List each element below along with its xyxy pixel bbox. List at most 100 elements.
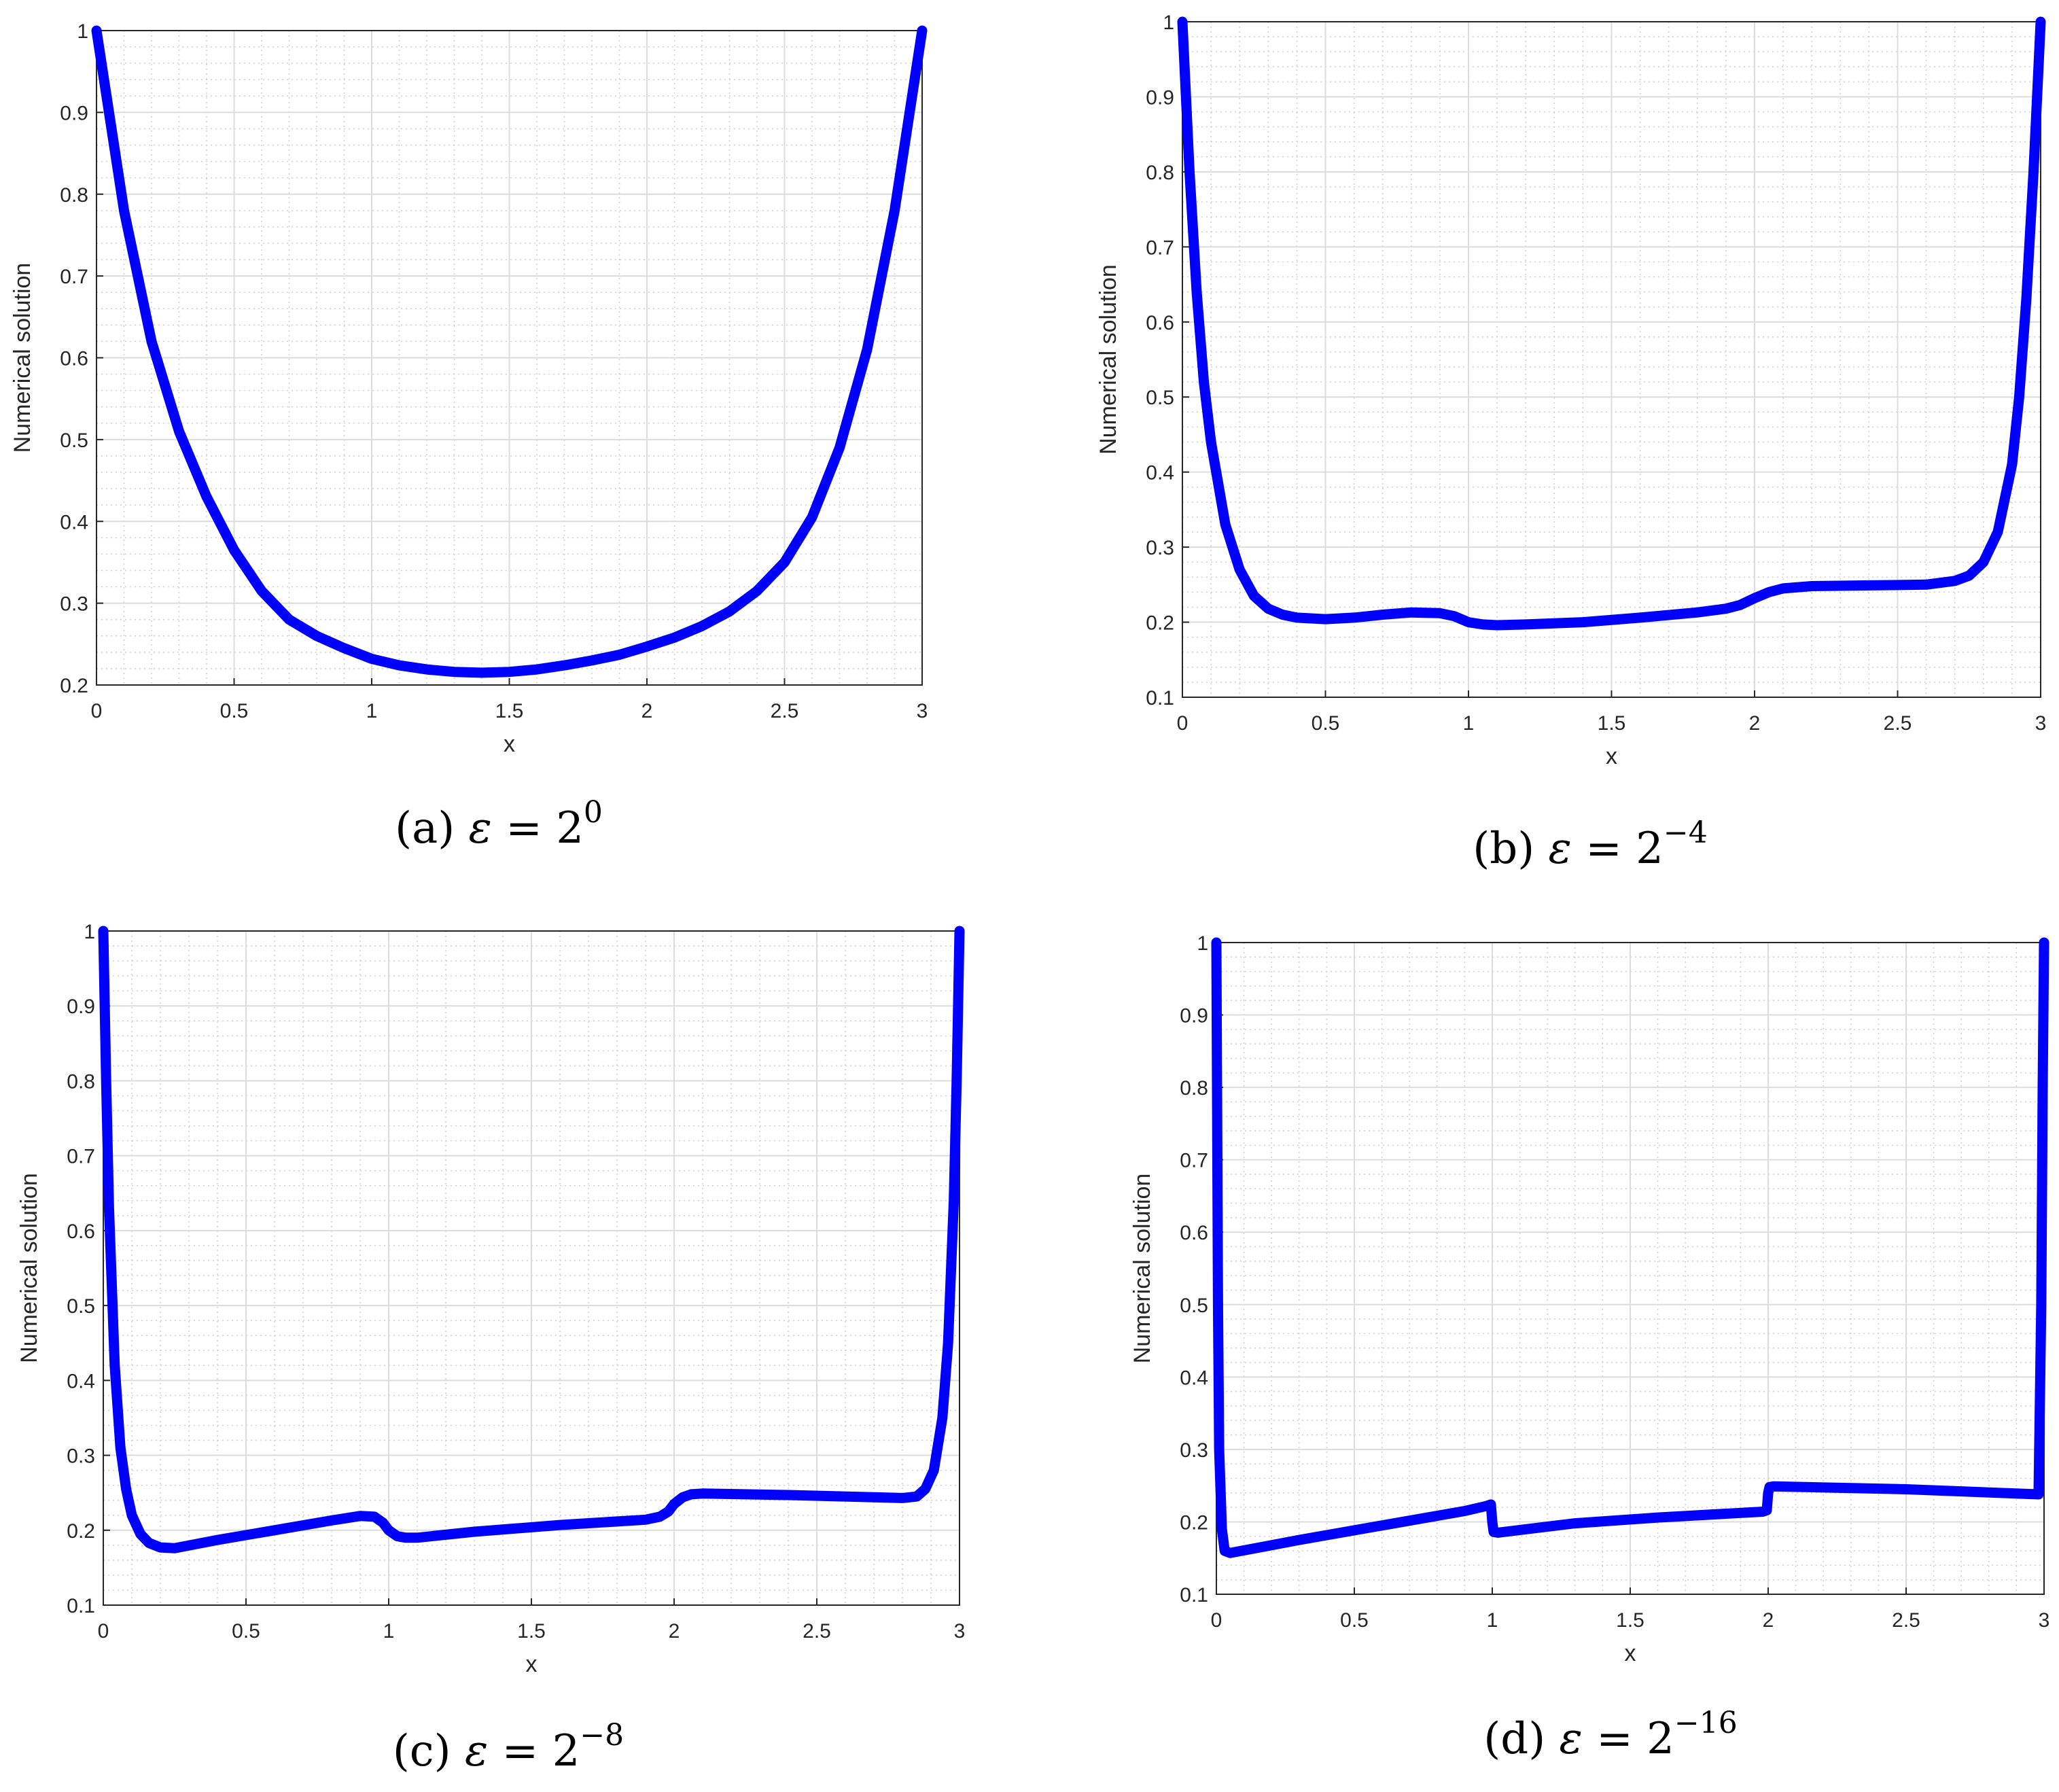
- caption-part: (c): [393, 1726, 465, 1776]
- y-tick-label: 0.5: [1180, 1295, 1208, 1317]
- major-grid: [1216, 942, 2045, 1595]
- chart-panel-d: 0 0.5 1 1.5 2 2.5 3 0.1 0.2 0.3 0.4 0.5 0.6 0.7 0.8 0.9…: [1129, 932, 2049, 1764]
- caption-part: (b): [1473, 824, 1548, 874]
- caption-part: 2: [552, 1726, 580, 1776]
- y-tick-label: 0.2: [1180, 1511, 1208, 1534]
- y-axis-label: Numerical solution: [1129, 1174, 1155, 1364]
- caption-part: =: [1572, 824, 1636, 874]
- y-tick-label: 0.6: [1180, 1222, 1208, 1244]
- caption-exponent: 0: [584, 795, 603, 830]
- x-tick-label: 1.5: [1598, 712, 1626, 735]
- caption-exponent: −4: [1664, 815, 1708, 850]
- caption-part: 2: [556, 803, 584, 854]
- y-tick-label: 0.8: [1180, 1077, 1208, 1100]
- major-grid: [96, 30, 923, 686]
- y-tick-label: 0.4: [67, 1370, 95, 1392]
- caption-d: (d) ε = 2−16: [1483, 1706, 1737, 1764]
- x-axis-label: x: [526, 1651, 538, 1677]
- x-tick-label: 0.5: [220, 700, 249, 722]
- y-tick-label: 0.7: [67, 1146, 95, 1168]
- y-tick-label: 0.5: [60, 429, 88, 452]
- caption-part: ε: [1549, 824, 1572, 874]
- y-tick-label: 0.6: [67, 1220, 95, 1243]
- x-tick-label: 1.5: [517, 1620, 546, 1642]
- series-line-d: [1211, 937, 2049, 1558]
- chart-panel-c: 0 0.5 1 1.5 2 2.5 3 0.1 0.2 0.3 0.4 0.5 0.6 0.7 0.8 0.9…: [16, 921, 965, 1776]
- caption-part: ε: [1560, 1714, 1583, 1764]
- caption-a: (a) ε = 20: [395, 795, 603, 854]
- x-tick-label: 0: [1177, 712, 1189, 735]
- caption-b: (b) ε = 2−4: [1473, 815, 1708, 874]
- x-tick-label: 1.5: [495, 700, 524, 722]
- x-tick-label: 0.5: [1312, 712, 1340, 735]
- y-tick-label: 0.1: [1146, 687, 1174, 709]
- x-tick-label: 2.5: [803, 1620, 831, 1642]
- chart-panel-a: 0 0.5 1 1.5 2 2.5 3 0.2 0.3 0.4 0.5 0.6 0.7 0.8 0.9 1 x N…: [10, 20, 928, 854]
- major-grid: [103, 930, 960, 1606]
- y-tick-label: 0.3: [1146, 537, 1174, 559]
- caption-part: ε: [469, 803, 492, 854]
- x-tick-label: 2: [1749, 712, 1761, 735]
- x-tick-label: 2: [641, 700, 653, 722]
- chart-panel-b: 0 0.5 1 1.5 2 2.5 3 0.1 0.2 0.3 0.4 0.5 0.6 0.7 0.8 0.9…: [1095, 12, 2046, 874]
- x-tick-label: 3: [954, 1620, 966, 1642]
- y-tick-label: 0.3: [60, 593, 88, 616]
- y-axis-label: Numerical solution: [1095, 264, 1121, 455]
- y-tick-label: 0.8: [1146, 162, 1174, 184]
- x-tick-label: 0: [98, 1620, 109, 1642]
- y-axis-label: Numerical solution: [16, 1173, 42, 1363]
- y-axis-label: Numerical solution: [10, 263, 35, 453]
- y-tick-label: 0.7: [1180, 1150, 1208, 1172]
- x-tick-label: 1: [366, 700, 378, 722]
- caption-part: =: [1583, 1714, 1647, 1764]
- caption-part: ε: [465, 1726, 488, 1776]
- x-axis-label: x: [1606, 743, 1617, 769]
- caption-c: (c) ε = 2−8: [393, 1718, 624, 1776]
- x-axis-label: x: [504, 731, 515, 757]
- x-tick-label: 2: [1763, 1609, 1774, 1632]
- y-tick-label: 0.1: [1180, 1584, 1208, 1606]
- y-tick-label: 1: [1163, 12, 1174, 34]
- y-tick-label: 0.9: [67, 996, 95, 1018]
- series-line-b: [1177, 16, 2046, 631]
- x-tick-label: 2.5: [771, 700, 799, 722]
- y-tick-label: 1: [77, 20, 88, 43]
- y-tick-label: 0.7: [1146, 236, 1174, 259]
- x-tick-label: 0.5: [232, 1620, 260, 1642]
- caption-part: =: [488, 1726, 552, 1776]
- x-tick-label: 3: [917, 700, 928, 722]
- caption-part: =: [492, 803, 556, 854]
- y-tick-label: 0.9: [1180, 1005, 1208, 1027]
- x-tick-label: 1: [383, 1620, 395, 1642]
- y-tick-label: 0.2: [60, 675, 88, 697]
- y-tick-label: 0.9: [1146, 86, 1174, 109]
- x-tick-label: 2.5: [1892, 1609, 1920, 1632]
- y-tick-label: 0.2: [1146, 612, 1174, 635]
- y-tick-label: 0.4: [1180, 1367, 1208, 1389]
- x-tick-label: 1: [1487, 1609, 1498, 1632]
- x-tick-label: 3: [2035, 712, 2047, 735]
- y-tick-label: 0.5: [67, 1295, 95, 1318]
- x-axis-label: x: [1625, 1640, 1636, 1666]
- y-tick-label: 0.1: [67, 1595, 95, 1617]
- y-tick-label: 0.4: [60, 511, 88, 533]
- y-tick-label: 0.8: [60, 184, 88, 207]
- x-tick-label: 3: [2039, 1609, 2050, 1632]
- caption-part: (d): [1483, 1714, 1559, 1764]
- y-tick-label: 0.3: [67, 1445, 95, 1468]
- caption-part: 2: [1636, 824, 1664, 874]
- y-tick-label: 0.5: [1146, 387, 1174, 409]
- x-tick-label: 0: [91, 700, 103, 722]
- caption-part: (a): [395, 803, 468, 854]
- y-tick-label: 1: [84, 921, 95, 943]
- y-tick-label: 0.3: [1180, 1439, 1208, 1462]
- y-tick-label: 0.8: [67, 1070, 95, 1093]
- y-tick-label: 0.6: [1146, 312, 1174, 334]
- x-tick-label: 2: [669, 1620, 680, 1642]
- caption-part: 2: [1647, 1714, 1674, 1764]
- caption-exponent: −16: [1674, 1706, 1738, 1740]
- major-grid: [1182, 21, 2041, 698]
- x-tick-label: 0: [1211, 1609, 1222, 1632]
- x-tick-label: 1: [1463, 712, 1475, 735]
